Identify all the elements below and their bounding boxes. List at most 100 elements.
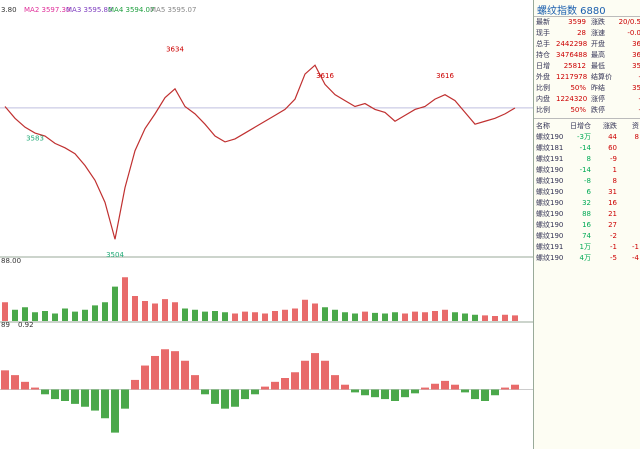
quote-cell: 35	[632, 84, 640, 92]
table-cell: 螺纹1902	[536, 188, 563, 196]
macd-bar	[511, 384, 519, 390]
macd-bar	[311, 353, 319, 390]
volume-bar	[352, 313, 358, 321]
volume-bar	[102, 302, 108, 321]
volume-bar	[442, 309, 448, 321]
volume-bar	[52, 313, 58, 321]
volume-bar	[72, 311, 78, 321]
quote-cell: 1217978	[556, 73, 588, 81]
quote-cell: 28	[577, 29, 586, 37]
macd-bar	[141, 365, 149, 390]
macd-bar	[171, 351, 179, 390]
price-line	[4, 64, 516, 240]
macd-bar	[121, 389, 129, 409]
volume-bar	[42, 311, 48, 321]
volume-bar	[262, 313, 268, 321]
volume-bar	[62, 308, 68, 321]
table-cell: -4	[632, 254, 639, 262]
price-annotation: 3504	[106, 251, 124, 259]
volume-bar	[82, 309, 88, 321]
macd-label: 89	[1, 321, 10, 329]
macd-bar	[101, 389, 109, 419]
table-row[interactable]: 螺纹1905 4万 -5 -4	[534, 253, 640, 264]
quote-row: 比例 50% 跌停 -	[534, 105, 640, 116]
volume-bar	[272, 311, 278, 321]
macd-bar	[111, 389, 119, 433]
macd-bar	[221, 389, 229, 409]
macd-bar	[331, 375, 339, 390]
volume-bar	[312, 303, 318, 321]
table-row[interactable]: 螺纹1812 -14 60	[534, 143, 640, 154]
quote-cell: 开盘	[591, 40, 605, 48]
volume-bar	[222, 312, 228, 321]
table-row[interactable]: 螺纹1902 6 31	[534, 187, 640, 198]
macd-bar	[181, 360, 189, 390]
quote-cell: 结算价	[591, 73, 612, 81]
quote-cell: 3476488	[556, 51, 588, 59]
macd-bar	[11, 375, 19, 390]
table-header: 名称 日增仓 涨跌 资	[534, 121, 640, 132]
macd-bar	[81, 389, 89, 407]
quote-cell: 涨跌	[591, 18, 605, 26]
table-row[interactable]: 螺纹1910 1万 -1 -1	[534, 242, 640, 253]
quote-cell: 持仓	[536, 51, 550, 59]
quote-cell: -	[617, 105, 640, 116]
macd-bar	[441, 380, 449, 390]
volume-bar	[292, 308, 298, 321]
macd-bar	[211, 389, 219, 404]
volume-bar	[342, 312, 348, 321]
table-cell: -3万	[577, 133, 591, 141]
table-cell: 32	[582, 199, 591, 207]
table-cell: 16	[608, 199, 617, 207]
quote-cell: 跌停	[591, 106, 605, 114]
table-row[interactable]: 螺纹1909 74 -2	[534, 231, 640, 242]
macd-bar	[341, 384, 349, 390]
volume-bar	[382, 313, 388, 321]
quote-cell: 36	[632, 40, 640, 48]
table-cell	[617, 220, 639, 231]
ma-label: MA2 3597.30	[24, 6, 70, 14]
volume-bar	[2, 302, 8, 321]
header-cell: 涨跌	[603, 122, 617, 130]
ma-label: MA3 3595.80	[66, 6, 112, 14]
macd-value: 0.92	[18, 321, 34, 329]
quote-cell: 50%	[570, 84, 586, 92]
macd-bar	[151, 355, 159, 390]
table-cell: 螺纹1812	[536, 144, 563, 152]
table-cell: 螺纹1905	[536, 254, 563, 262]
table-cell: 27	[608, 221, 617, 229]
quote-cell: 50%	[570, 106, 586, 114]
volume-bar	[402, 313, 408, 321]
volume-bar	[32, 312, 38, 321]
table-cell: 88	[582, 210, 591, 218]
table-cell: 8	[586, 155, 591, 163]
table-cell	[617, 176, 639, 187]
table-cell: 8	[612, 177, 617, 185]
table-cell: 1万	[579, 243, 591, 251]
price-annotation: 3616	[436, 72, 454, 80]
macd-bar	[231, 389, 239, 407]
volume-label: 88.00	[1, 257, 21, 265]
table-cell	[617, 143, 639, 154]
table-cell: 44	[608, 133, 617, 141]
quote-cell: 日增	[536, 62, 550, 70]
quote-cell: 35	[632, 62, 640, 70]
macd-bar	[501, 387, 509, 390]
macd-bar	[431, 383, 439, 390]
macd-bar	[21, 381, 29, 390]
macd-bar	[61, 389, 69, 401]
